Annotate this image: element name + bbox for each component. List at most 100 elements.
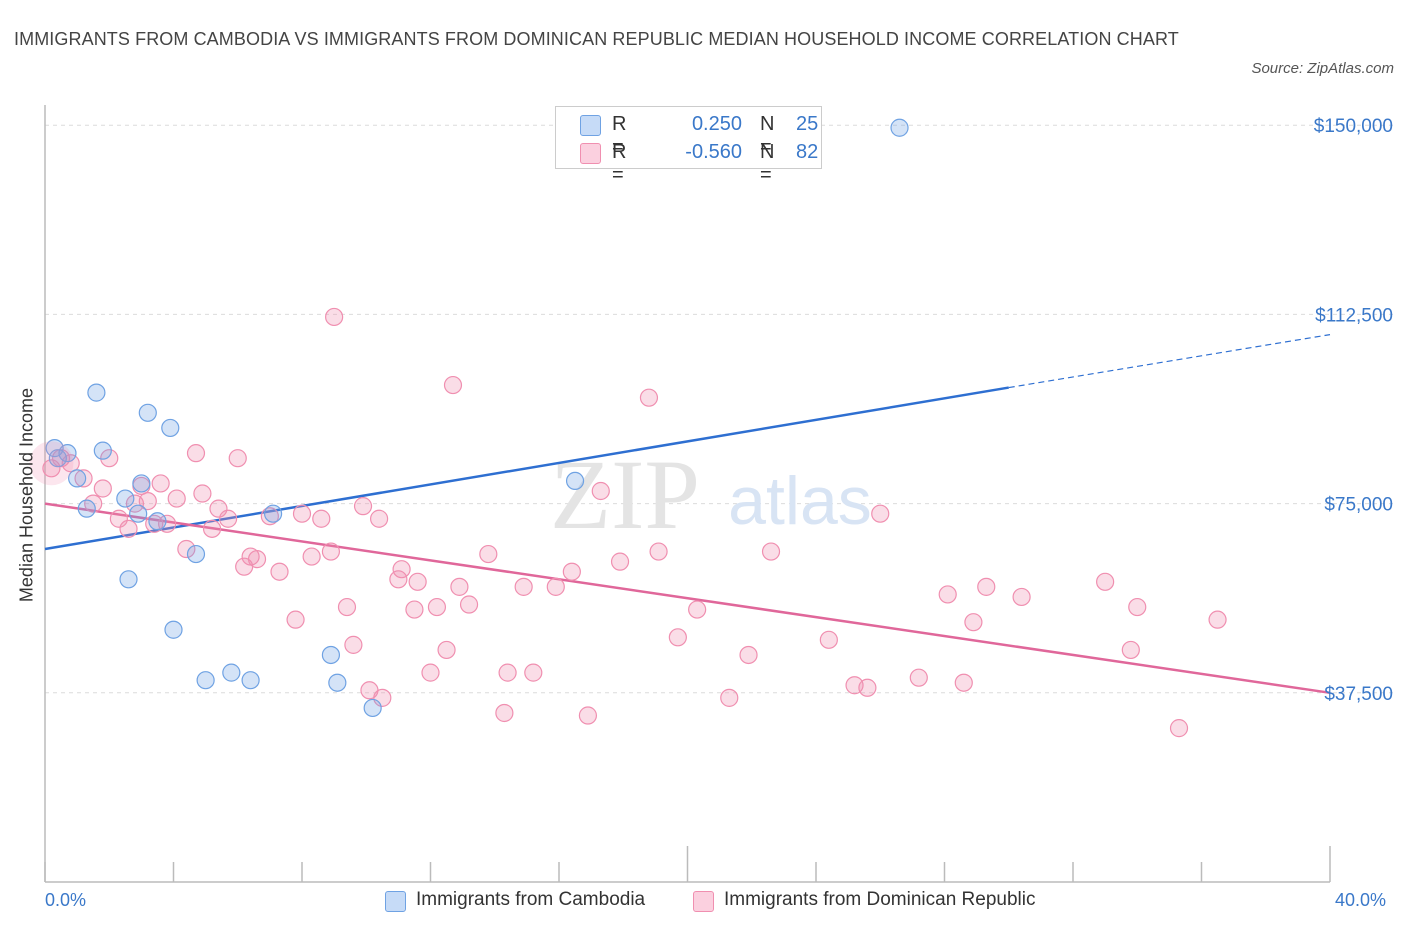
dominican-point (408, 572, 427, 591)
dominican-point (909, 668, 928, 687)
dominican-point (524, 663, 543, 682)
dominican-point (639, 388, 659, 407)
dominican-point (337, 597, 357, 617)
cambodia-point (328, 673, 347, 692)
dominican-point (370, 509, 389, 528)
y-tick-label: $150,000 (1314, 116, 1393, 137)
dominican-point (145, 514, 164, 533)
dominican-point (610, 552, 630, 571)
cambodia-point (161, 418, 180, 438)
dominican-point (186, 444, 206, 463)
legend-r-value: 0.250 (691, 113, 742, 135)
dominican-point (1012, 587, 1031, 607)
dominican-point (546, 577, 565, 596)
dominican-point (74, 469, 93, 488)
dominican-point (219, 509, 238, 528)
dominican-point (591, 481, 610, 501)
dominican-point (260, 507, 279, 526)
dominican-point (479, 544, 498, 564)
dominican-point (720, 688, 739, 707)
source-credit: Source: ZipAtlas.com (1251, 60, 1394, 77)
cambodia-point (196, 671, 215, 690)
dominican-point (977, 577, 996, 596)
cambodia-point (129, 504, 148, 523)
cambodia-point (186, 544, 206, 564)
cambodia-point (68, 469, 87, 488)
dominican-point (688, 600, 707, 619)
dominican-point (202, 519, 222, 538)
dominican-point (344, 635, 363, 654)
dominican-point (312, 509, 331, 528)
dominican-point (177, 539, 196, 559)
gridlines (45, 124, 1395, 694)
dominican-point (514, 577, 533, 596)
cambodia-point (87, 383, 106, 402)
cambodia-point (222, 663, 241, 682)
dominican-point (389, 570, 408, 589)
legend-n-label: N = (760, 141, 775, 186)
chart-title: IMMIGRANTS FROM CAMBODIA VS IMMIGRANTS F… (14, 29, 1179, 49)
dominican-point (427, 597, 447, 617)
cambodia-point (890, 118, 909, 137)
dominican-point (938, 585, 957, 604)
y-axis-title: Median Household Income (16, 387, 37, 603)
dominican-point (228, 449, 247, 468)
x-axis-max-label: 40.0% (1335, 890, 1387, 910)
cambodia-point (93, 441, 112, 460)
bottom-legend-label: Immigrants from Cambodia (416, 889, 646, 910)
legend-n-value: 25 (796, 113, 819, 135)
dominican-point (437, 640, 456, 660)
legend-n-label: N = (760, 113, 775, 158)
y-tick-label: $112,500 (1315, 305, 1393, 326)
cambodia-point (363, 698, 382, 718)
cambodia-point (241, 671, 260, 690)
dominican-point (761, 542, 781, 561)
dominican-point (495, 703, 514, 723)
dominican-point (325, 307, 344, 327)
dominican-point (151, 474, 170, 493)
dominican-point (247, 550, 267, 569)
legend-swatch-cambodia (580, 115, 601, 136)
trend-lines (44, 334, 1331, 695)
y-tick-label: $37,500 (1324, 684, 1393, 705)
scatter-points (29, 118, 1227, 738)
dominican-point (1169, 719, 1189, 738)
cambodia-point (321, 645, 341, 665)
dominican-point (871, 504, 890, 523)
cambodia-point (263, 504, 283, 523)
dominican-point (498, 663, 517, 682)
axes (44, 105, 1331, 883)
cambodia-point (48, 449, 67, 468)
y-tick-labels: $150,000 $112,500 $75,000 $37,500 (1314, 116, 1393, 705)
cambodia-trend-extension (1008, 334, 1331, 389)
cambodia-trend-line (44, 386, 1009, 551)
watermark: ZIP atlas (550, 439, 872, 550)
watermark-zip: ZIP (550, 439, 700, 550)
dominican-point (138, 491, 157, 511)
dominican-point (819, 630, 838, 649)
cambodia-point (116, 489, 135, 508)
dominican-point (286, 610, 305, 629)
dominican-point (649, 542, 668, 561)
dominican-point (302, 547, 321, 566)
dominican-point (119, 519, 138, 538)
cambodia-point (565, 471, 585, 491)
dominican-point (1128, 597, 1147, 617)
dominican-point (392, 560, 411, 579)
legend-swatch-dominican (580, 143, 601, 164)
dominican-point (964, 613, 983, 632)
dominican-point (193, 484, 212, 503)
dominican-point (421, 663, 440, 682)
cambodia-point (138, 403, 157, 422)
cambodia-point (77, 499, 96, 518)
dominican-cluster-point (29, 441, 74, 486)
dominican-point (858, 678, 877, 697)
legend-r-value: -0.560 (685, 141, 742, 163)
dominican-point (353, 497, 373, 516)
dominican-point (739, 645, 758, 665)
cambodia-point (119, 570, 138, 589)
dominican-point (167, 489, 186, 508)
dominican-point (100, 449, 119, 468)
stats-legend: R = 0.250 N = 25 R = -0.560 N = 82 (555, 106, 822, 186)
